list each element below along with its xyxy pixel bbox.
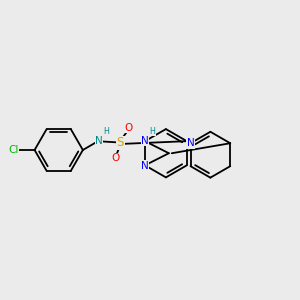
Text: N: N — [95, 136, 103, 146]
Text: N: N — [187, 138, 194, 148]
Text: S: S — [117, 136, 124, 149]
Text: N: N — [141, 136, 149, 146]
Text: O: O — [112, 153, 120, 163]
Text: N: N — [141, 161, 149, 171]
Text: O: O — [124, 123, 133, 133]
Text: H: H — [103, 127, 109, 136]
Text: Cl: Cl — [8, 145, 18, 155]
Text: H: H — [150, 127, 156, 136]
